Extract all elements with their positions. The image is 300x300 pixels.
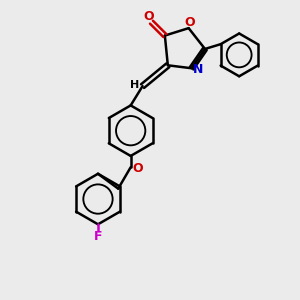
Text: N: N [193, 63, 203, 76]
Text: O: O [185, 16, 195, 29]
Text: H: H [130, 80, 139, 90]
Text: O: O [132, 162, 142, 175]
Text: F: F [94, 230, 102, 243]
Text: O: O [143, 10, 154, 23]
